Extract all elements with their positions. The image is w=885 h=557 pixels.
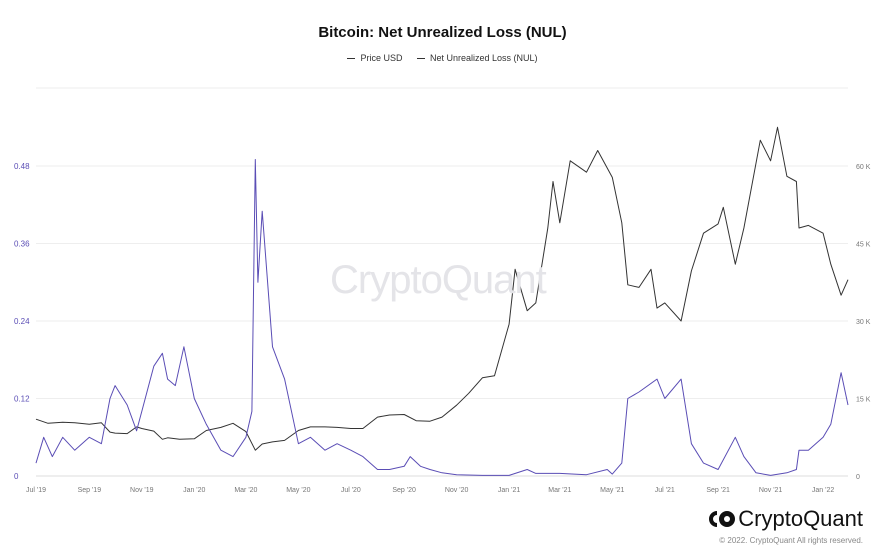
x-tick-label: Jan '21 xyxy=(498,487,520,494)
x-tick-label: May '20 xyxy=(286,487,310,494)
watermark: CryptoQuant xyxy=(330,258,547,302)
legend-label-price: Price USD xyxy=(360,53,403,63)
x-tick-label: Nov '21 xyxy=(759,487,783,494)
y-left-tick-label: 0.24 xyxy=(14,317,30,326)
x-tick-label: Mar '21 xyxy=(548,487,571,494)
y-left-tick-label: 0 xyxy=(14,472,19,481)
x-tick-label: Sep '21 xyxy=(706,487,730,494)
legend-swatch-nul xyxy=(416,58,425,60)
x-tick-label: Sep '19 xyxy=(78,487,102,494)
y-left-tick-label: 0.12 xyxy=(14,395,30,404)
y-left-tick-label: 0.36 xyxy=(14,240,30,249)
legend: Price USD Net Unrealized Loss (NUL) xyxy=(0,53,885,63)
legend-label-nul: Net Unrealized Loss (NUL) xyxy=(429,53,538,63)
y-right-tick-label: 15 K xyxy=(856,397,871,404)
y-right-tick-label: 0 xyxy=(856,474,860,481)
brand-logo: CryptoQuant xyxy=(708,506,863,532)
x-tick-label: May '21 xyxy=(600,487,624,494)
series-line-nul xyxy=(35,159,849,476)
x-tick-label: Nov '20 xyxy=(445,487,469,494)
y-right-tick-label: 45 K xyxy=(856,242,871,249)
y-left-tick-label: 0.48 xyxy=(14,162,30,171)
x-tick-label: Jan '20 xyxy=(183,487,205,494)
legend-item-price[interactable]: Price USD xyxy=(347,53,402,63)
x-tick-label: Mar '20 xyxy=(234,487,257,494)
y-right-tick-label: 30 K xyxy=(856,319,871,326)
x-tick-label: Nov '19 xyxy=(130,487,154,494)
cryptoquant-logo-icon xyxy=(709,511,736,527)
x-tick-label: Jul '21 xyxy=(655,487,675,494)
legend-swatch-price xyxy=(347,58,356,60)
y-right-tick-label: 60 K xyxy=(856,164,871,171)
x-tick-label: Jul '20 xyxy=(341,487,361,494)
chart-title: Bitcoin: Net Unrealized Loss (NUL) xyxy=(318,24,567,41)
copyright: © 2022. CryptoQuant All rights reserved. xyxy=(719,536,863,545)
legend-item-nul[interactable]: Net Unrealized Loss (NUL) xyxy=(416,53,538,63)
series-line-price xyxy=(35,126,849,451)
x-tick-label: Jul '19 xyxy=(26,487,46,494)
brand-name: CryptoQuant xyxy=(738,506,863,531)
x-tick-label: Jan '22 xyxy=(812,487,834,494)
x-tick-label: Sep '20 xyxy=(392,487,416,494)
